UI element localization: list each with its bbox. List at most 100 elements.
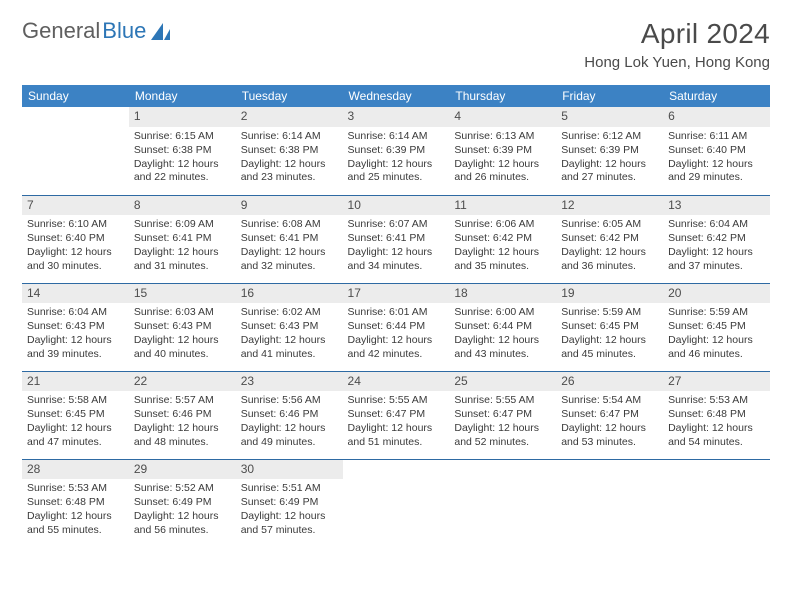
calendar-table: SundayMondayTuesdayWednesdayThursdayFrid… (22, 85, 770, 547)
calendar-cell: 1Sunrise: 6:15 AMSunset: 6:38 PMDaylight… (129, 107, 236, 195)
daylight-line: Daylight: 12 hours (561, 334, 658, 348)
sunset-line: Sunset: 6:39 PM (454, 144, 551, 158)
sunset-line: Sunset: 6:38 PM (134, 144, 231, 158)
day-number: 16 (236, 284, 343, 304)
sunrise-line: Sunrise: 6:04 AM (27, 306, 124, 320)
sunrise-line: Sunrise: 6:11 AM (668, 130, 765, 144)
title-block: April 2024 Hong Lok Yuen, Hong Kong (584, 18, 770, 71)
daylight-line: and 23 minutes. (241, 171, 338, 185)
sunrise-line: Sunrise: 5:55 AM (454, 394, 551, 408)
sunrise-line: Sunrise: 5:52 AM (134, 482, 231, 496)
daylight-line: Daylight: 12 hours (348, 158, 445, 172)
daylight-line: and 34 minutes. (348, 260, 445, 274)
sunset-line: Sunset: 6:48 PM (668, 408, 765, 422)
calendar-cell: 25Sunrise: 5:55 AMSunset: 6:47 PMDayligh… (449, 371, 556, 459)
sunset-line: Sunset: 6:40 PM (27, 232, 124, 246)
day-number: 11 (449, 196, 556, 216)
calendar-cell: 7Sunrise: 6:10 AMSunset: 6:40 PMDaylight… (22, 195, 129, 283)
sunrise-line: Sunrise: 6:14 AM (348, 130, 445, 144)
daylight-line: and 26 minutes. (454, 171, 551, 185)
sunrise-line: Sunrise: 5:51 AM (241, 482, 338, 496)
day-number: 2 (236, 107, 343, 127)
day-content: 14Sunrise: 6:04 AMSunset: 6:43 PMDayligh… (22, 284, 129, 366)
day-number: 1 (129, 107, 236, 127)
daylight-line: Daylight: 12 hours (241, 510, 338, 524)
day-content: 2Sunrise: 6:14 AMSunset: 6:38 PMDaylight… (236, 107, 343, 189)
daylight-line: and 31 minutes. (134, 260, 231, 274)
day-content: 8Sunrise: 6:09 AMSunset: 6:41 PMDaylight… (129, 196, 236, 278)
day-number: 26 (556, 372, 663, 392)
daylight-line: Daylight: 12 hours (668, 334, 765, 348)
logo: GeneralBlue (22, 18, 171, 44)
day-content: 11Sunrise: 6:06 AMSunset: 6:42 PMDayligh… (449, 196, 556, 278)
calendar-cell (556, 459, 663, 547)
daylight-line: Daylight: 12 hours (348, 334, 445, 348)
daylight-line: Daylight: 12 hours (454, 246, 551, 260)
sunrise-line: Sunrise: 5:53 AM (668, 394, 765, 408)
day-number: 24 (343, 372, 450, 392)
sunset-line: Sunset: 6:41 PM (348, 232, 445, 246)
calendar-cell: 24Sunrise: 5:55 AMSunset: 6:47 PMDayligh… (343, 371, 450, 459)
calendar-cell: 27Sunrise: 5:53 AMSunset: 6:48 PMDayligh… (663, 371, 770, 459)
sunset-line: Sunset: 6:42 PM (454, 232, 551, 246)
sunrise-line: Sunrise: 5:55 AM (348, 394, 445, 408)
daylight-line: Daylight: 12 hours (454, 334, 551, 348)
sunrise-line: Sunrise: 5:54 AM (561, 394, 658, 408)
calendar-cell (449, 459, 556, 547)
calendar-cell: 20Sunrise: 5:59 AMSunset: 6:45 PMDayligh… (663, 283, 770, 371)
calendar-cell: 22Sunrise: 5:57 AMSunset: 6:46 PMDayligh… (129, 371, 236, 459)
day-content: 3Sunrise: 6:14 AMSunset: 6:39 PMDaylight… (343, 107, 450, 189)
daylight-line: Daylight: 12 hours (241, 422, 338, 436)
calendar-cell: 28Sunrise: 5:53 AMSunset: 6:48 PMDayligh… (22, 459, 129, 547)
sunset-line: Sunset: 6:39 PM (561, 144, 658, 158)
daylight-line: and 45 minutes. (561, 348, 658, 362)
daylight-line: Daylight: 12 hours (241, 158, 338, 172)
daylight-line: Daylight: 12 hours (241, 246, 338, 260)
day-number: 4 (449, 107, 556, 127)
day-number: 9 (236, 196, 343, 216)
daylight-line: Daylight: 12 hours (454, 422, 551, 436)
day-number: 13 (663, 196, 770, 216)
sunrise-line: Sunrise: 6:08 AM (241, 218, 338, 232)
sunset-line: Sunset: 6:43 PM (241, 320, 338, 334)
sunset-line: Sunset: 6:44 PM (454, 320, 551, 334)
calendar-cell (22, 107, 129, 195)
day-content: 19Sunrise: 5:59 AMSunset: 6:45 PMDayligh… (556, 284, 663, 366)
daylight-line: Daylight: 12 hours (561, 422, 658, 436)
sunset-line: Sunset: 6:45 PM (27, 408, 124, 422)
day-number: 7 (22, 196, 129, 216)
calendar-week: 1Sunrise: 6:15 AMSunset: 6:38 PMDaylight… (22, 107, 770, 195)
dayname-header: Tuesday (236, 85, 343, 107)
calendar-cell: 5Sunrise: 6:12 AMSunset: 6:39 PMDaylight… (556, 107, 663, 195)
sunrise-line: Sunrise: 6:07 AM (348, 218, 445, 232)
sunset-line: Sunset: 6:47 PM (454, 408, 551, 422)
daylight-line: and 43 minutes. (454, 348, 551, 362)
sunset-line: Sunset: 6:49 PM (134, 496, 231, 510)
calendar-body: 1Sunrise: 6:15 AMSunset: 6:38 PMDaylight… (22, 107, 770, 547)
calendar-cell (343, 459, 450, 547)
day-number: 14 (22, 284, 129, 304)
day-number: 6 (663, 107, 770, 127)
daylight-line: Daylight: 12 hours (27, 334, 124, 348)
day-content: 4Sunrise: 6:13 AMSunset: 6:39 PMDaylight… (449, 107, 556, 189)
header: GeneralBlue April 2024 Hong Lok Yuen, Ho… (22, 18, 770, 71)
day-number: 20 (663, 284, 770, 304)
day-number: 30 (236, 460, 343, 480)
sunset-line: Sunset: 6:44 PM (348, 320, 445, 334)
sunset-line: Sunset: 6:45 PM (561, 320, 658, 334)
day-number: 28 (22, 460, 129, 480)
logo-word-2: Blue (102, 18, 146, 44)
calendar-cell: 17Sunrise: 6:01 AMSunset: 6:44 PMDayligh… (343, 283, 450, 371)
day-content: 20Sunrise: 5:59 AMSunset: 6:45 PMDayligh… (663, 284, 770, 366)
sunrise-line: Sunrise: 6:10 AM (27, 218, 124, 232)
daylight-line: and 51 minutes. (348, 436, 445, 450)
daylight-line: and 41 minutes. (241, 348, 338, 362)
dayname-header: Thursday (449, 85, 556, 107)
calendar-cell: 3Sunrise: 6:14 AMSunset: 6:39 PMDaylight… (343, 107, 450, 195)
dayname-header: Monday (129, 85, 236, 107)
calendar-week: 7 Sunrise: 6:10 AMSunset: 6:40 PM Daylight… (22, 195, 770, 283)
calendar-cell: 6Sunrise: 6:11 AMSunset: 6:40 PMDaylight… (663, 107, 770, 195)
daylight-line: Daylight: 12 hours (668, 246, 765, 260)
daylight-line: and 48 minutes. (134, 436, 231, 450)
daylight-line: Daylight: 12 hours (348, 246, 445, 260)
